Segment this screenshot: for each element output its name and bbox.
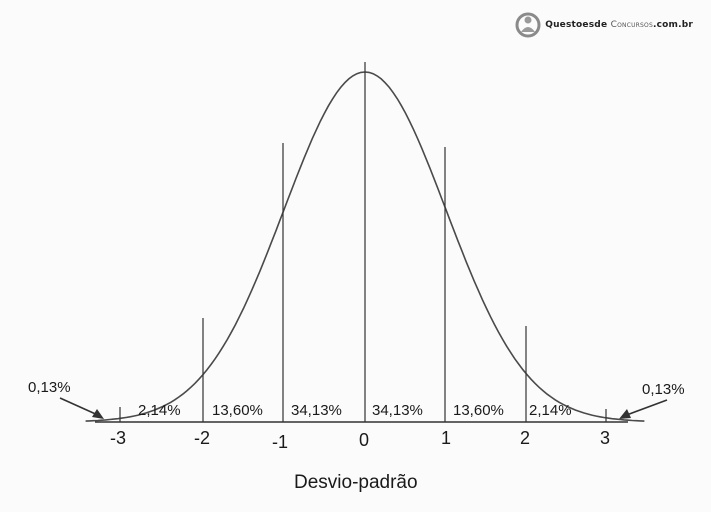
tick-label-2: 2 xyxy=(520,428,530,448)
tail-arrow-right xyxy=(623,399,668,417)
tick-label-minus-1: -1 xyxy=(272,432,288,452)
region-label-4: 34,13% xyxy=(372,402,423,419)
person-in-circle-logo-icon xyxy=(515,12,541,38)
region-label-1: 2,14% xyxy=(138,402,181,419)
tail-arrow-left xyxy=(59,397,101,417)
tail-arrowhead-right-icon xyxy=(619,409,631,419)
tail-label-left: 0,13% xyxy=(28,379,71,396)
site-watermark: Questoesde Concursos.com.br xyxy=(515,12,693,38)
tick-label-minus-2: -2 xyxy=(194,428,210,448)
region-label-5: 13,60% xyxy=(453,402,504,419)
tick-label-0: 0 xyxy=(359,430,369,450)
region-label-2: 13,60% xyxy=(212,402,263,419)
region-label-3: 34,13% xyxy=(291,402,342,419)
watermark-questoes: Questoes xyxy=(545,20,595,30)
axis-title: Desvio-padrão xyxy=(294,472,418,493)
watermark-de: de xyxy=(594,20,608,30)
watermark-domain: .com.br xyxy=(652,20,693,30)
tail-arrowhead-left-icon xyxy=(92,409,104,419)
tick-label-minus-3: -3 xyxy=(110,428,126,448)
tail-label-right: 0,13% xyxy=(642,381,685,398)
watermark-concursos: Concursos xyxy=(610,20,653,30)
region-label-6: 2,14% xyxy=(529,402,572,419)
tick-label-1: 1 xyxy=(441,428,451,448)
tick-label-3: 3 xyxy=(600,428,610,448)
